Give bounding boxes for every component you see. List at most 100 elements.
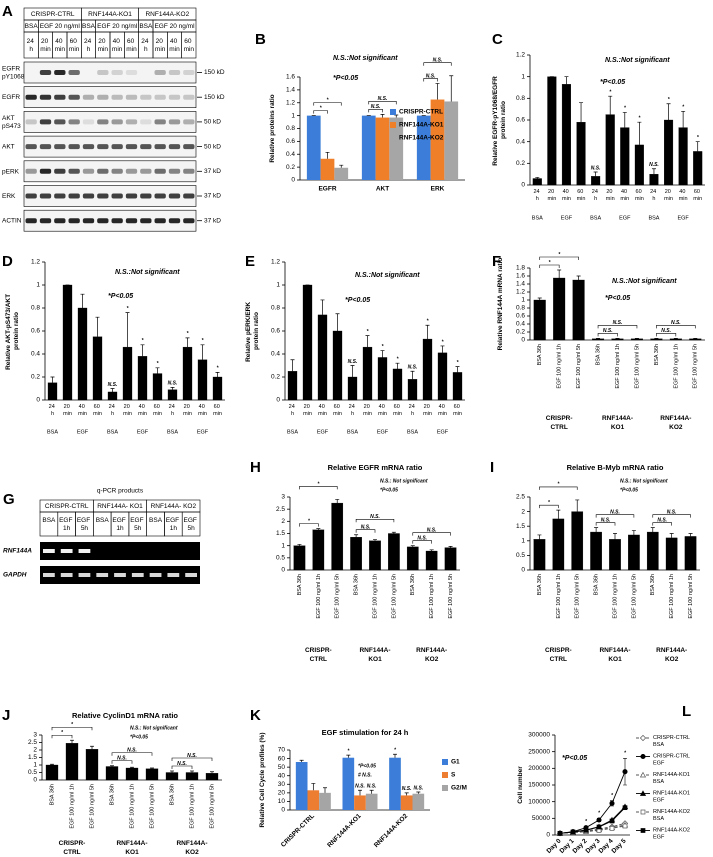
x-tick-label: BSA 36h [169,784,175,805]
significance-label: N.S. [127,748,137,754]
y-tick-label: 1 [521,297,525,304]
bar [350,537,362,571]
bar [664,119,674,186]
bar [182,346,193,401]
band [154,144,166,150]
y-tick-label: 1 [521,538,525,545]
bar [332,330,343,401]
x-tick-label: RNF144A-KO1 [326,812,363,849]
error-bar [369,789,374,794]
bar-label: * [347,748,350,754]
band [82,193,95,199]
band [111,168,123,174]
x-tick-label: BSA 36h [596,344,602,365]
error-bar [140,344,145,357]
error-bar [200,344,205,360]
x-tick-label: 24 h [592,189,600,202]
blot-strip [23,160,197,183]
point [609,800,615,806]
band [154,193,166,199]
x-tick-label: 40 min [378,404,387,417]
y-tick-label: 2 [281,518,285,525]
bar [572,279,585,341]
point [609,818,615,824]
significance-bracket [595,522,616,526]
legend-label: CRISPR-CTRL EGF [653,754,691,767]
time-label: 60 min [126,38,137,53]
significance-bracket [111,760,133,764]
legend-swatch [442,772,448,778]
time-label: 40 min [55,38,66,53]
bar [205,773,219,781]
y-tick-label: 0 [521,567,525,574]
gel-band [43,549,55,553]
error-bar [593,171,598,177]
band [154,218,166,224]
y-tick-label: 1 [36,282,40,289]
error-bar [449,75,454,102]
bar [92,336,103,401]
x-tick-label: EGF 100 ng/ml 5h [448,574,454,619]
bar [452,372,463,401]
x-tick-label: 24 h [650,189,658,202]
group-label: BSA [47,429,58,435]
gel-band [60,549,73,553]
legend-label: RNF144A-KO2 EGF [653,828,692,841]
significance-label: * [558,252,561,258]
significance-bracket [652,522,672,526]
significance-label: N.S. [361,525,371,531]
gel-band [78,573,91,577]
error-bar [535,177,540,179]
bar [389,117,404,180]
x-tick-label: EGF 100 ng/ml 1h [556,574,562,619]
group-label: EGF [77,429,89,435]
bar-label: * [397,357,400,363]
significance-label: N.S. [601,517,611,523]
significance-bracket [412,540,432,544]
legend-swatch [442,759,448,765]
significance-label: N.S. [426,73,436,79]
significance-bracket [299,486,338,490]
x-tick-label: 20 min [183,404,192,417]
y-tick-label: 0.4 [516,138,525,145]
error-bar [350,365,355,377]
bar [85,749,99,781]
bar [287,371,298,401]
x-tick-label: 20 min [303,404,312,417]
time-label: 24 h [141,38,150,53]
x-tick-label: 40 min [620,189,629,202]
x-tick-label: BSA 36h [410,574,416,595]
time-label: 24 h [27,38,36,53]
group-label: RNF144A-KO2 [416,647,447,663]
bar [592,338,605,341]
group-label: BSA [407,429,418,435]
gel-title: q-PCR products [97,488,144,495]
panel-label: G [3,491,15,508]
legend-marker [639,734,647,742]
y-tick-label: 0.5 [276,555,285,562]
band [54,218,66,224]
error-bar [185,337,190,348]
condition-label: BSA [139,23,153,30]
group-label: EGF [437,429,449,435]
x-tick-label: 60 min [153,404,162,417]
group-label: RNF144A-KO1 [116,840,147,856]
bar-label: * [382,344,385,350]
y-tick-label: 0.2 [516,329,525,336]
error-bar [50,376,55,383]
x-tick-label: 20 min [547,189,556,202]
band [168,94,181,100]
x-tick-label: Day 5 [610,837,627,854]
y-tick-label: 0.8 [516,95,525,102]
band [39,144,52,150]
band [54,70,66,75]
bar [137,356,148,401]
panel-label: F [492,253,501,270]
error-bar [410,370,415,380]
point [596,824,602,830]
bar [547,76,557,186]
bar [406,546,419,571]
band [168,70,181,75]
y-tick-label: 1.8 [516,265,525,272]
blot-strip [23,86,197,108]
